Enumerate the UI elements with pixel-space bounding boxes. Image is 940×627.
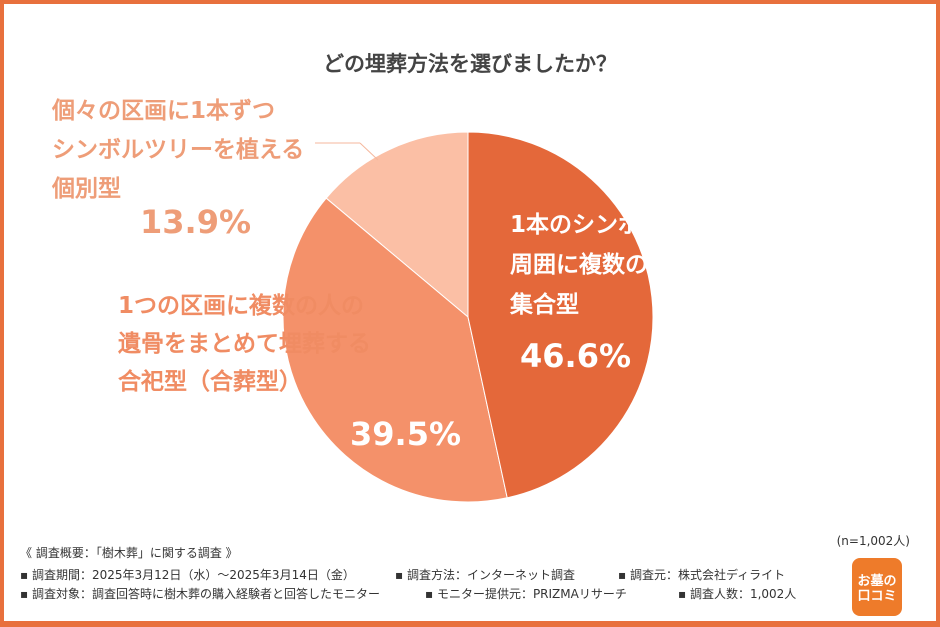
slice-collective [467, 131, 654, 499]
sample-size-note: (n=1,002人) [836, 534, 910, 548]
monitor-provider: ▪ モニター提供元：PRIZMAリサーチ [425, 587, 627, 601]
survey-footer: 《 調査概要：「樹木葬」に関する調査 》 ▪ 調査期間：2025年3月12日（水… [20, 546, 797, 604]
slice-individual [325, 131, 469, 319]
slice-pct-collective: 46.6% [520, 337, 632, 375]
survey-source: ▪ 調査元：株式会社ディライト [618, 568, 786, 582]
survey-period: ▪ 調査期間：2025年3月12日（水）〜2025年3月14日（金） [20, 568, 355, 582]
survey-method: ▪ 調査方法：インターネット調査 [395, 568, 575, 582]
slice-joint [282, 197, 508, 503]
survey-target: ▪ 調査対象：調査回答時に樹木葬の購入経験者と回答したモニター [20, 587, 380, 601]
leader-line [359, 142, 379, 161]
slice-pct-joint: 39.5% [350, 415, 462, 453]
slice-label-individual: 個々の区画に1本ずつ シンボルツリーを植える 個別型 [52, 98, 305, 202]
slice-label-collective: 1本のシンボルツリーの 周囲に複数の区画がある 集合型 [510, 212, 763, 318]
survey-heading: 《 調査概要：「樹木葬」に関する調査 》 [20, 546, 238, 560]
chart-title: どの埋葬方法を選びましたか？ [323, 52, 617, 76]
slice-label-joint: 1つの区画に複数の人の 遺骨をまとめて埋葬する 合祀型（合葬型） [118, 293, 371, 395]
logo: お墓の 口コミ [852, 558, 902, 616]
survey-count: ▪ 調査人数：1,002人 [678, 587, 797, 601]
slice-pct-individual: 13.9% [140, 203, 252, 241]
